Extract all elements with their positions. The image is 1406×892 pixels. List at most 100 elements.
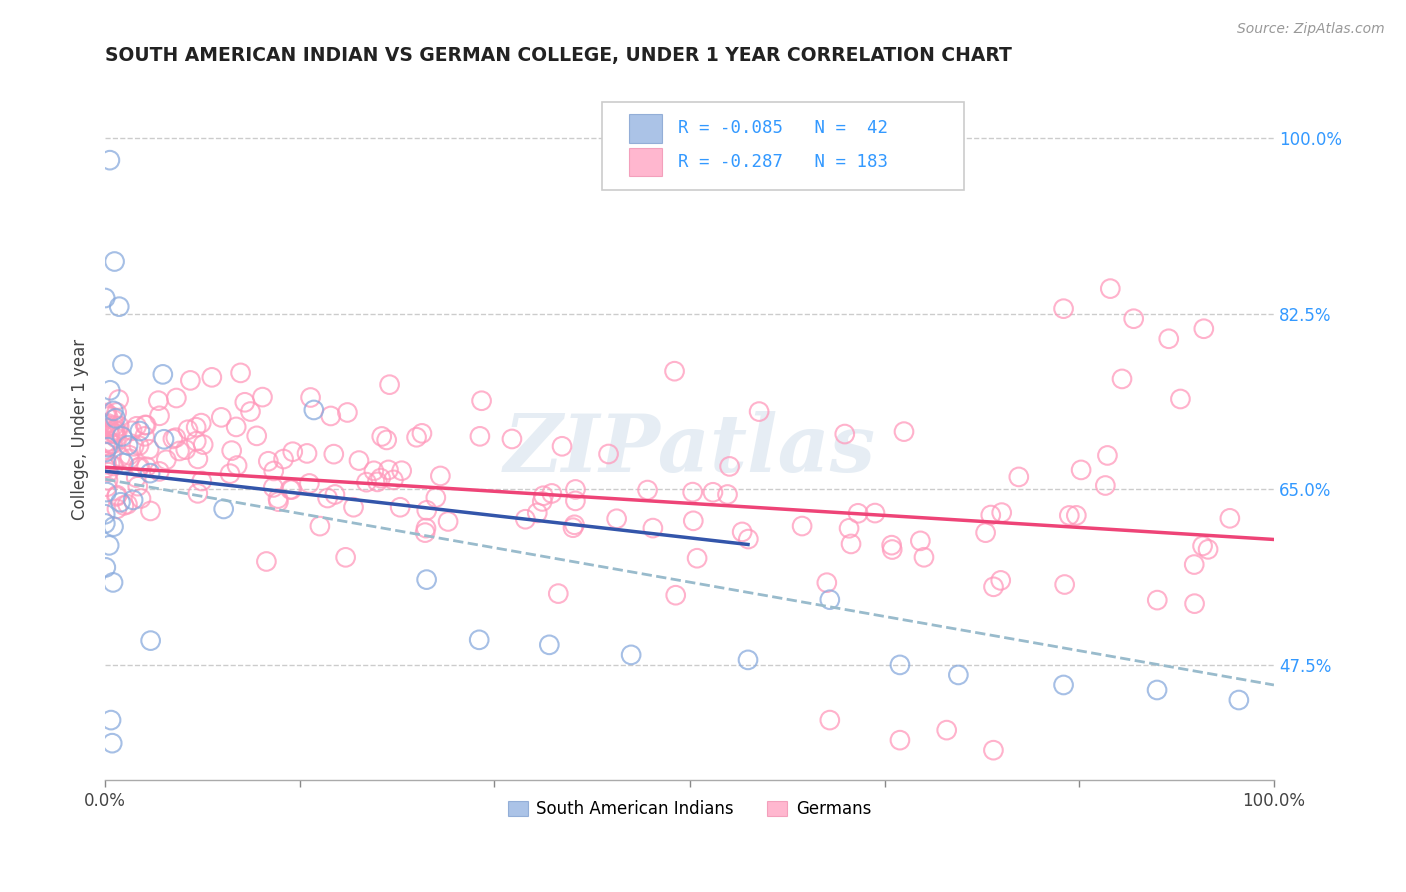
Point	[103, 404, 125, 418]
Point	[1170, 392, 1192, 406]
Point	[254, 554, 277, 568]
Point	[564, 483, 586, 497]
Point	[212, 502, 235, 516]
Point	[153, 432, 176, 446]
Point	[177, 423, 200, 437]
Point	[174, 442, 197, 457]
Point	[620, 648, 643, 662]
Point	[515, 512, 537, 526]
FancyBboxPatch shape	[628, 114, 661, 143]
Point	[226, 458, 249, 473]
Point	[103, 412, 125, 426]
Point	[371, 429, 394, 443]
Point	[948, 668, 970, 682]
Point	[135, 418, 157, 433]
Point	[257, 454, 280, 468]
Point	[128, 459, 150, 474]
Point	[405, 430, 427, 444]
Point	[104, 427, 127, 442]
Point	[118, 448, 141, 462]
Point	[94, 291, 117, 305]
Point	[281, 444, 304, 458]
Point	[790, 519, 813, 533]
Point	[1052, 301, 1074, 316]
Text: Source: ZipAtlas.com: Source: ZipAtlas.com	[1237, 22, 1385, 37]
Point	[471, 393, 494, 408]
Point	[1070, 463, 1092, 477]
Point	[880, 538, 903, 552]
Point	[363, 464, 385, 478]
Point	[103, 418, 125, 433]
Point	[100, 437, 122, 451]
Point	[125, 470, 148, 484]
Point	[336, 405, 359, 419]
Point	[187, 486, 209, 500]
Point	[893, 425, 915, 439]
Point	[94, 435, 117, 450]
Point	[267, 491, 290, 506]
Point	[103, 426, 125, 441]
Point	[152, 368, 174, 382]
Point	[125, 419, 148, 434]
Point	[97, 409, 120, 424]
Point	[425, 491, 447, 505]
Point	[98, 153, 121, 168]
Point	[323, 487, 346, 501]
Point	[112, 456, 135, 470]
Point	[1146, 593, 1168, 607]
Point	[94, 508, 117, 522]
Point	[127, 479, 149, 493]
Point	[606, 512, 628, 526]
Point	[96, 480, 118, 494]
Point	[233, 395, 256, 409]
Point	[716, 487, 738, 501]
Point	[209, 410, 232, 425]
Point	[138, 442, 160, 457]
Point	[111, 429, 134, 443]
Point	[225, 420, 247, 434]
Point	[96, 457, 118, 471]
Point	[547, 586, 569, 600]
Point	[190, 474, 212, 488]
Point	[103, 458, 125, 473]
Point	[531, 494, 554, 508]
Point	[117, 497, 139, 511]
Point	[97, 465, 120, 479]
Point	[1066, 508, 1088, 523]
Point	[186, 420, 208, 434]
Point	[889, 733, 911, 747]
Point	[375, 433, 398, 447]
Point	[165, 431, 187, 445]
Point	[103, 254, 125, 268]
Point	[437, 515, 460, 529]
Point	[94, 516, 117, 531]
Point	[94, 421, 117, 435]
Point	[1192, 322, 1215, 336]
Point	[101, 736, 124, 750]
Point	[139, 466, 162, 480]
Point	[121, 424, 143, 438]
Point	[912, 550, 935, 565]
Point	[105, 405, 128, 419]
Point	[98, 538, 121, 552]
Point	[415, 573, 437, 587]
Point	[1219, 511, 1241, 525]
Point	[122, 439, 145, 453]
Point	[838, 521, 860, 535]
Point	[378, 377, 401, 392]
Text: R = -0.085   N =  42: R = -0.085 N = 42	[678, 120, 887, 137]
Point	[342, 500, 364, 515]
Point	[129, 491, 152, 506]
Point	[389, 500, 412, 515]
Point	[190, 416, 212, 430]
Point	[990, 506, 1012, 520]
Point	[105, 425, 128, 439]
Point	[531, 489, 554, 503]
Point	[983, 743, 1005, 757]
Point	[682, 514, 704, 528]
Point	[411, 426, 433, 441]
Legend: South American Indians, Germans: South American Indians, Germans	[502, 793, 877, 824]
Point	[101, 437, 124, 451]
Point	[96, 406, 118, 420]
Point	[1182, 558, 1205, 572]
